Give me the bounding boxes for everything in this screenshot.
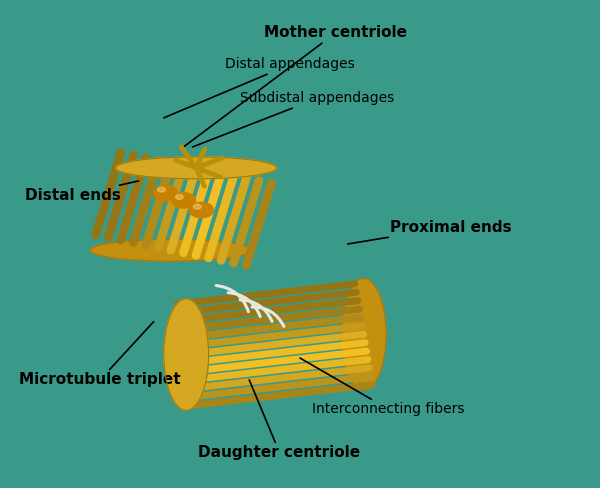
Ellipse shape [90,239,251,261]
Ellipse shape [154,185,178,201]
Text: Distal appendages: Distal appendages [164,58,355,118]
Text: Interconnecting fibers: Interconnecting fibers [300,358,464,416]
Text: Proximal ends: Proximal ends [348,220,511,244]
Ellipse shape [116,157,277,179]
Text: Microtubule triplet: Microtubule triplet [19,322,181,387]
Ellipse shape [341,279,386,390]
Ellipse shape [175,195,183,200]
Ellipse shape [172,193,196,208]
Text: Distal ends: Distal ends [25,181,139,203]
Ellipse shape [164,299,209,410]
Text: Subdistal appendages: Subdistal appendages [193,91,395,147]
Text: Mother centriole: Mother centriole [184,25,407,147]
Ellipse shape [190,202,214,218]
Ellipse shape [193,204,201,209]
Text: Daughter centriole: Daughter centriole [199,380,361,460]
Ellipse shape [158,187,166,192]
